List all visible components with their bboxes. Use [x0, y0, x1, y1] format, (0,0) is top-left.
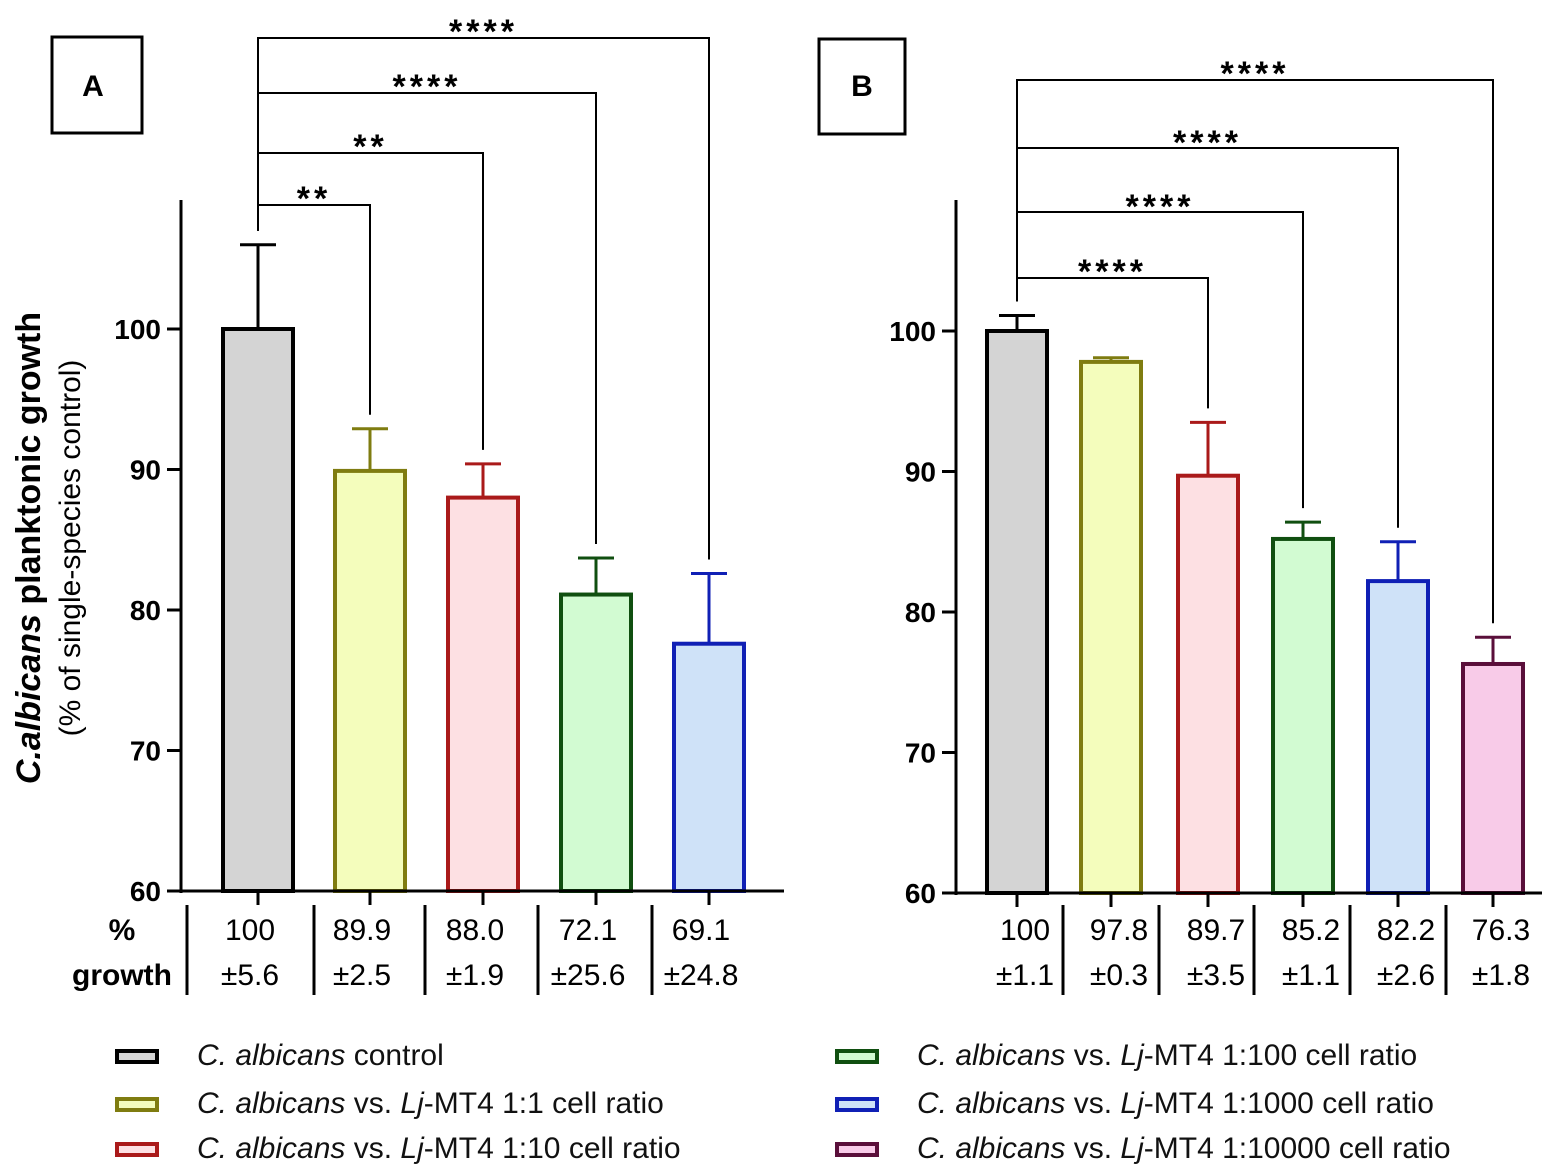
legend-item-1-1: C. albicans vs. Lj-MT4 1:1 cell ratio: [115, 1087, 664, 1121]
y-tick-label: 100: [114, 314, 161, 345]
y-tick-label: 100: [889, 316, 936, 347]
table-sd-value: ±1.1: [1282, 959, 1340, 992]
panel-a-plot: 60708090100************100±5.689.9±2.588…: [114, 13, 784, 995]
bar-1:100: [1271, 536, 1335, 895]
y-tick-label: 90: [905, 457, 936, 488]
panel-b-label-box: B: [817, 37, 907, 136]
legend-item-control: C. albicans control: [115, 1039, 444, 1073]
legend-swatch-1-1000: [835, 1096, 879, 1112]
legend-label-control: C. albicans control: [197, 1039, 444, 1072]
significance-stars: ****: [449, 13, 518, 51]
y-tick-label: 70: [130, 736, 161, 767]
legend-label-1-1: C. albicans vs. Lj-MT4 1:1 cell ratio: [197, 1087, 664, 1120]
bar-control: [221, 327, 295, 893]
y-axis-title: C.albicans planktonic growth (% of singl…: [10, 312, 87, 784]
bar-1:10: [446, 495, 520, 893]
bar-1:1: [333, 468, 407, 893]
table-mean-value: 82.2: [1377, 914, 1435, 947]
table-sd-value: ±1.8: [1472, 959, 1530, 992]
legend-label-1-10: C. albicans vs. Lj-MT4 1:10 cell ratio: [197, 1132, 681, 1165]
legend-label-1-10000: C. albicans vs. Lj-MT4 1:10000 cell rati…: [917, 1132, 1451, 1165]
table-mean-value: 76.3: [1472, 914, 1530, 947]
table-mean-value: 97.8: [1090, 914, 1148, 947]
significance-stars: **: [353, 128, 387, 166]
legend-item-1-10000: C. albicans vs. Lj-MT4 1:10000 cell rati…: [835, 1132, 1451, 1166]
table-sd-value: ±5.6: [221, 959, 279, 992]
y-axis-title-species: C.albicans: [10, 614, 48, 784]
table-mean-value: 100: [225, 914, 275, 947]
table-mean-value: 85.2: [1282, 914, 1340, 947]
legend-label-1-1000: C. albicans vs. Lj-MT4 1:1000 cell ratio: [917, 1087, 1434, 1120]
bar-1:100: [559, 592, 633, 893]
bar-1:1000: [1366, 579, 1430, 896]
significance-bracket: [257, 37, 710, 560]
legend-swatch-control: [115, 1048, 159, 1064]
bar-1:10: [1176, 473, 1240, 895]
y-axis-subtitle: (% of single-species control): [54, 360, 87, 737]
table-mean-value: 100: [1000, 914, 1050, 947]
table-sd-value: ±3.5: [1187, 959, 1245, 992]
significance-stars: **: [297, 180, 331, 218]
y-tick-label: 80: [130, 595, 161, 626]
row-label-growth: growth: [72, 959, 172, 992]
bar-1:10000: [1461, 661, 1525, 895]
legend-item-1-100: C. albicans vs. Lj-MT4 1:100 cell ratio: [835, 1039, 1417, 1073]
table-sd-value: ±0.3: [1090, 959, 1148, 992]
legend-item-1-10: C. albicans vs. Lj-MT4 1:10 cell ratio: [115, 1132, 681, 1166]
bar-1:1000: [672, 641, 746, 893]
significance-stars: ****: [1126, 188, 1195, 226]
panel-a-label: A: [82, 70, 104, 103]
y-axis-title-main: C.albicans planktonic growth: [10, 312, 48, 784]
row-label-percent: %: [109, 914, 136, 947]
significance-stars: ****: [1173, 124, 1242, 162]
y-tick-label: 80: [905, 597, 936, 628]
table-sd-value: ±25.6: [551, 959, 626, 992]
table-sd-value: ±24.8: [664, 959, 739, 992]
panel-a-label-box: A: [50, 35, 144, 135]
significance-stars: ****: [1221, 55, 1290, 93]
legend-swatch-1-100: [835, 1048, 879, 1064]
significance-bracket: [1016, 211, 1304, 509]
table-sd-value: ±1.9: [446, 959, 504, 992]
significance-stars: ****: [393, 68, 462, 106]
legend-swatch-1-10: [115, 1141, 159, 1157]
table-mean-value: 88.0: [446, 914, 504, 947]
table-mean-value: 69.1: [672, 914, 730, 947]
table-sd-value: ±2.5: [333, 959, 391, 992]
significance-bracket: [1016, 79, 1494, 624]
y-tick-label: 60: [905, 878, 936, 909]
y-tick-label: 70: [905, 738, 936, 769]
legend-swatch-1-1: [115, 1096, 159, 1112]
table-sd-value: ±2.6: [1377, 959, 1435, 992]
significance-bracket: [257, 92, 597, 545]
bar-control: [985, 329, 1049, 895]
table-mean-value: 89.7: [1187, 914, 1245, 947]
bar-1:1: [1079, 359, 1143, 896]
legend-swatch-1-10000: [835, 1141, 879, 1157]
y-tick-label: 90: [130, 455, 161, 486]
y-axis-title-rest: planktonic growth: [10, 312, 48, 614]
y-tick-label: 60: [130, 876, 161, 907]
table-mean-value: 72.1: [559, 914, 617, 947]
table-sd-value: ±1.1: [996, 959, 1054, 992]
legend-item-1-1000: C. albicans vs. Lj-MT4 1:1000 cell ratio: [835, 1087, 1434, 1121]
table-mean-value: 89.9: [333, 914, 391, 947]
legend-label-1-100: C. albicans vs. Lj-MT4 1:100 cell ratio: [917, 1039, 1418, 1072]
panel-b-plot: 60 70 80 90 100 **** **** **** **** 100 ±1.1 97.8 ±0…: [889, 55, 1542, 995]
panel-b-label: B: [851, 70, 873, 103]
significance-stars: ****: [1078, 253, 1147, 291]
